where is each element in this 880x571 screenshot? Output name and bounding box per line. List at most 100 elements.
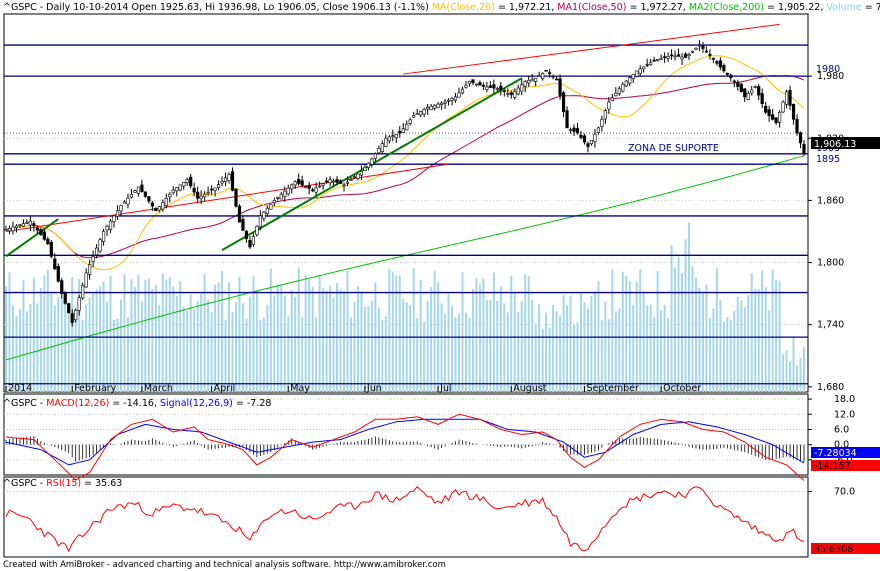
rsi-axis: 70.0	[808, 487, 855, 498]
candle-body	[67, 303, 71, 314]
ma20-line	[5, 55, 805, 271]
volume-bar	[18, 309, 21, 392]
candle-body	[307, 185, 311, 189]
volume-bar	[423, 321, 426, 392]
volume-bar	[60, 297, 63, 392]
rsi-header-value: = 35.63	[84, 478, 122, 489]
candle-body	[544, 69, 548, 72]
volume-bar	[489, 299, 492, 392]
volume-bar	[67, 307, 70, 392]
candle-body	[746, 93, 750, 100]
candle-body	[28, 220, 32, 226]
candle-body	[635, 70, 639, 77]
rsi-line	[5, 485, 805, 553]
candle-body	[554, 78, 559, 81]
candle-body	[244, 230, 249, 240]
volume-bar	[175, 295, 178, 392]
candle-body	[764, 105, 768, 113]
volume-bar	[8, 272, 11, 392]
candle-body	[537, 75, 541, 78]
support-zone-label: ZONA DE SUPORTE	[628, 143, 719, 154]
candle-body	[373, 153, 377, 159]
volume-bar	[782, 354, 785, 392]
candle-body	[21, 223, 26, 227]
candle-body	[203, 193, 207, 198]
macd-header-signal-label: Signal(12,26,9)	[160, 398, 233, 409]
candle-body	[680, 56, 684, 60]
candle-body	[753, 86, 757, 88]
candle-body	[164, 198, 168, 206]
volume-bar	[464, 312, 467, 392]
volume-bar	[25, 311, 28, 392]
volume-bar	[492, 272, 495, 392]
month-axis: 2014 February March April May Jun Jul August Sep…	[5, 383, 701, 394]
volume-bar	[329, 286, 332, 392]
volume-bar	[419, 280, 422, 392]
volume-bar	[99, 286, 102, 392]
volume-bar	[140, 301, 143, 392]
volume-bar	[210, 312, 213, 392]
month-label: August	[513, 383, 547, 394]
volume-bar	[221, 270, 224, 392]
month-label: October	[663, 383, 701, 394]
volume-bar	[548, 327, 551, 392]
candle-body	[419, 111, 423, 116]
level-1895-label: 1895	[816, 154, 840, 165]
volume-bar	[53, 305, 56, 392]
volume-bar	[733, 310, 736, 392]
candle-body	[649, 62, 653, 66]
candle-body	[784, 91, 789, 105]
candle-body	[652, 59, 656, 62]
volume-bar	[36, 303, 39, 392]
candle-body	[694, 47, 698, 50]
price-tick-label: 1,680	[817, 382, 844, 393]
volume-bar	[803, 347, 805, 392]
volume-bar	[663, 304, 666, 392]
volume-bar	[85, 304, 88, 392]
volume-bar	[106, 301, 109, 392]
volume-bar	[308, 279, 311, 392]
candle-body	[262, 211, 266, 219]
candle-body	[206, 191, 210, 194]
volume-bar	[50, 293, 53, 392]
candle-body	[56, 266, 60, 282]
volume-bar	[71, 277, 74, 392]
candle-body	[199, 195, 203, 199]
volume-bar	[273, 295, 276, 392]
candle-body	[561, 92, 566, 112]
candle-body	[331, 180, 336, 183]
candle-body	[683, 53, 688, 58]
volume-bar	[43, 275, 46, 392]
candle-body	[579, 134, 583, 138]
candle-body	[265, 207, 269, 214]
volume-bar	[688, 222, 691, 392]
candle-body	[143, 191, 147, 197]
volume-bar	[363, 306, 366, 392]
volume-bar	[416, 318, 419, 392]
volume-bar	[224, 320, 227, 392]
month-label: March	[144, 383, 173, 394]
volume-bar	[113, 319, 116, 392]
rsi-marker-label: 35.6308	[814, 544, 853, 555]
candle-body	[426, 106, 430, 110]
month-label: Jul	[439, 383, 451, 394]
volume-bar	[440, 303, 443, 392]
volume-bar	[353, 301, 356, 392]
candle-body	[394, 134, 398, 139]
candle-body	[175, 187, 179, 192]
candle-body	[258, 215, 262, 228]
candle-body	[237, 205, 242, 223]
candle-body	[84, 272, 88, 288]
volume-bar	[280, 284, 283, 392]
volume-bar	[796, 365, 799, 392]
candle-body	[415, 113, 419, 115]
candle-body	[63, 292, 67, 304]
volume-bar	[712, 308, 715, 392]
candle-body	[189, 176, 193, 187]
ma50-line	[5, 75, 805, 259]
volume-bar	[513, 293, 516, 392]
candle-body	[384, 137, 388, 147]
volume-bar	[789, 361, 792, 392]
candle-body	[474, 83, 479, 86]
